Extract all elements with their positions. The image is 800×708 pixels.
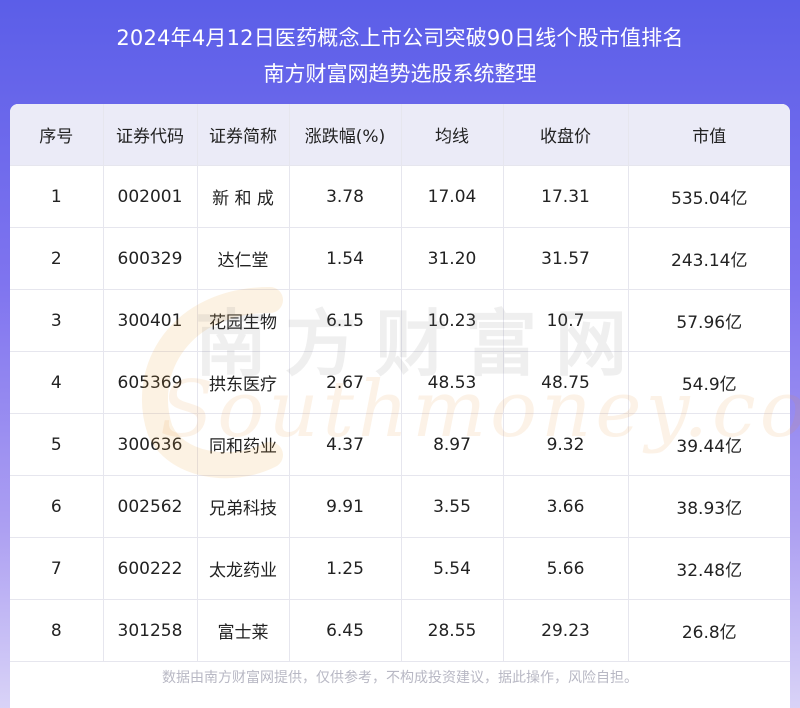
- cell-code: 300401: [102, 289, 198, 352]
- cell-ma: 28.55: [400, 599, 504, 662]
- cell-index: 2: [10, 227, 104, 290]
- cell-change: 1.54: [288, 227, 402, 290]
- column-header-close: 收盘价: [502, 104, 629, 166]
- cell-code: 605369: [102, 351, 198, 414]
- cell-index: 4: [10, 351, 104, 414]
- cell-close: 9.32: [502, 413, 629, 476]
- cell-name: 同和药业: [196, 413, 290, 476]
- table-row: 8 301258 富士莱 6.45 28.55 29.23 26.8亿: [10, 599, 790, 662]
- cell-market-cap: 26.8亿: [627, 599, 790, 662]
- cell-ma: 48.53: [400, 351, 504, 414]
- cell-code: 600222: [102, 537, 198, 600]
- cell-change: 6.15: [288, 289, 402, 352]
- table-card: 序号 证券代码 证券简称 涨跌幅(%) 均线 收盘价 市值 1 002001 新…: [10, 104, 790, 708]
- cell-change: 9.91: [288, 475, 402, 538]
- cell-change: 6.45: [288, 599, 402, 662]
- table-row: 6 002562 兄弟科技 9.91 3.55 3.66 38.93亿: [10, 475, 790, 538]
- cell-market-cap: 54.9亿: [627, 351, 790, 414]
- cell-code: 300636: [102, 413, 198, 476]
- cell-code: 002562: [102, 475, 198, 538]
- table-row: 4 605369 拱东医疗 2.67 48.53 48.75 54.9亿: [10, 351, 790, 414]
- cell-change: 1.25: [288, 537, 402, 600]
- cell-close: 17.31: [502, 165, 629, 228]
- cell-ma: 17.04: [400, 165, 504, 228]
- cell-market-cap: 535.04亿: [627, 165, 790, 228]
- cell-name: 花园生物: [196, 289, 290, 352]
- cell-ma: 31.20: [400, 227, 504, 290]
- cell-code: 600329: [102, 227, 198, 290]
- cell-ma: 8.97: [400, 413, 504, 476]
- cell-index: 6: [10, 475, 104, 538]
- cell-name: 太龙药业: [196, 537, 290, 600]
- cell-index: 8: [10, 599, 104, 662]
- cell-change: 3.78: [288, 165, 402, 228]
- cell-name: 新 和 成: [196, 165, 290, 228]
- table-row: 2 600329 达仁堂 1.54 31.20 31.57 243.14亿: [10, 227, 790, 290]
- cell-code: 301258: [102, 599, 198, 662]
- cell-market-cap: 243.14亿: [627, 227, 790, 290]
- cell-name: 拱东医疗: [196, 351, 290, 414]
- table-row: 5 300636 同和药业 4.37 8.97 9.32 39.44亿: [10, 413, 790, 476]
- table-row: 3 300401 花园生物 6.15 10.23 10.7 57.96亿: [10, 289, 790, 352]
- cell-index: 1: [10, 165, 104, 228]
- cell-market-cap: 38.93亿: [627, 475, 790, 538]
- cell-index: 7: [10, 537, 104, 600]
- cell-close: 29.23: [502, 599, 629, 662]
- cell-ma: 5.54: [400, 537, 504, 600]
- column-header-market-cap: 市值: [627, 104, 790, 166]
- cell-name: 兄弟科技: [196, 475, 290, 538]
- cell-market-cap: 39.44亿: [627, 413, 790, 476]
- cell-close: 48.75: [502, 351, 629, 414]
- cell-index: 5: [10, 413, 104, 476]
- table-header-row: 序号 证券代码 证券简称 涨跌幅(%) 均线 收盘价 市值: [10, 104, 790, 166]
- cell-ma: 10.23: [400, 289, 504, 352]
- table-row: 1 002001 新 和 成 3.78 17.04 17.31 535.04亿: [10, 165, 790, 228]
- column-header-index: 序号: [10, 104, 104, 166]
- stock-ranking-table: 序号 证券代码 证券简称 涨跌幅(%) 均线 收盘价 市值 1 002001 新…: [10, 104, 790, 662]
- cell-index: 3: [10, 289, 104, 352]
- cell-change: 4.37: [288, 413, 402, 476]
- disclaimer-footer: 数据由南方财富网提供，仅供参考，不构成投资建议，据此操作，风险自担。: [162, 670, 638, 686]
- cell-code: 002001: [102, 165, 198, 228]
- cell-close: 5.66: [502, 537, 629, 600]
- cell-ma: 3.55: [400, 475, 504, 538]
- header: 2024年4月12日医药概念上市公司突破90日线个股市值排名 南方财富网趋势选股…: [0, 0, 800, 104]
- cell-market-cap: 32.48亿: [627, 537, 790, 600]
- table-row: 7 600222 太龙药业 1.25 5.54 5.66 32.48亿: [10, 537, 790, 600]
- cell-name: 富士莱: [196, 599, 290, 662]
- column-header-name: 证券简称: [196, 104, 290, 166]
- page-title: 2024年4月12日医药概念上市公司突破90日线个股市值排名: [116, 26, 684, 50]
- cell-change: 2.67: [288, 351, 402, 414]
- cell-close: 10.7: [502, 289, 629, 352]
- column-header-ma: 均线: [400, 104, 504, 166]
- page-subtitle: 南方财富网趋势选股系统整理: [263, 62, 537, 86]
- column-header-change: 涨跌幅(%): [288, 104, 402, 166]
- cell-close: 31.57: [502, 227, 629, 290]
- column-header-code: 证券代码: [102, 104, 198, 166]
- cell-close: 3.66: [502, 475, 629, 538]
- cell-name: 达仁堂: [196, 227, 290, 290]
- cell-market-cap: 57.96亿: [627, 289, 790, 352]
